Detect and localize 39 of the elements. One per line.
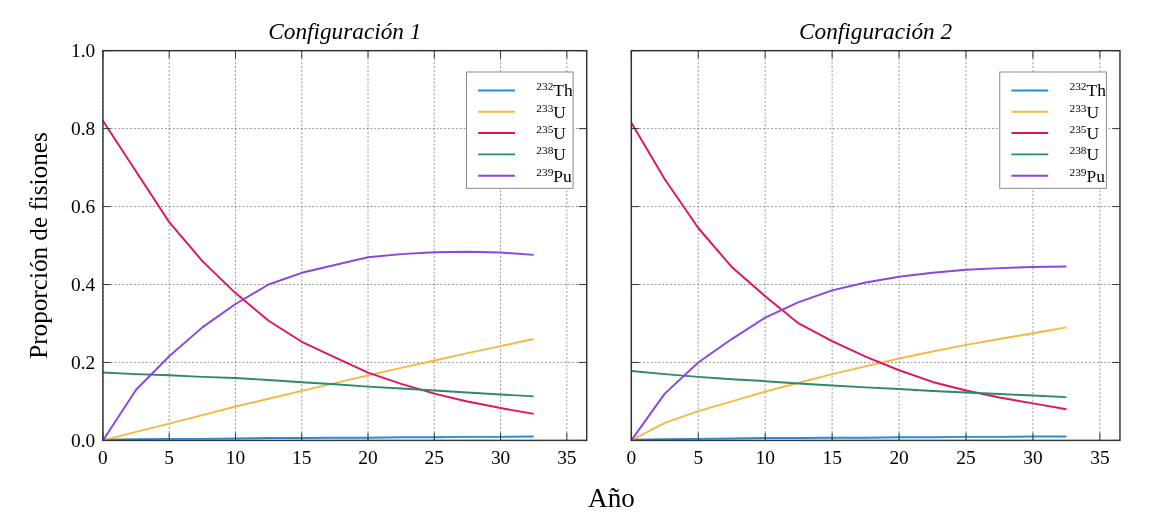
legend-label: $^{239}$Pu [536,165,573,186]
y-tick-label: 0.0 [70,430,96,452]
y-tick-label: 0.2 [70,352,96,374]
x-tick-label: 30 [490,446,511,468]
legend-label: $^{232}$Th [536,80,573,101]
x-tick-label: 15 [292,446,312,468]
chart-title: Configuración 2 [799,18,953,45]
legend-label: $^{238}$U [1069,144,1100,165]
x-axis-title: Año [588,483,635,514]
x-tick-label: 35 [557,446,577,468]
x-tick-label: 25 [424,446,444,468]
legend-label: $^{239}$Pu [1069,165,1106,186]
legend-label: $^{235}$U [1069,122,1100,143]
y-tick-label: 0.8 [70,118,96,140]
x-tick-label: 5 [693,446,704,468]
x-tick-label: 10 [225,446,246,468]
x-tick-label: 35 [1090,446,1110,468]
x-tick-label: 10 [755,446,775,468]
x-tick-label: 15 [822,446,842,468]
legend-label: $^{233}$U [1069,101,1100,122]
x-tick-label: 30 [1023,446,1043,468]
legend-label: $^{235}$U [536,122,567,143]
x-tick-label: 0 [98,446,108,468]
y-axis-title: Proporción de fisiones [24,132,52,359]
y-tick-label: 0.4 [70,274,96,296]
chart-title: Configuración 1 [268,18,422,45]
x-tick-label: 5 [164,446,175,468]
x-tick-label: 20 [889,446,909,468]
x-tick-label: 0 [626,446,637,468]
legend-label: $^{238}$U [536,144,567,165]
legend-label: $^{233}$U [536,101,567,122]
y-tick-label: 1.0 [70,40,96,62]
line-series [101,119,535,415]
y-tick-label: 0.6 [70,196,96,218]
line-series [101,371,535,398]
legend-label: $^{232}$Th [1069,80,1107,101]
line-series [101,250,535,442]
x-tick-label: 20 [358,446,378,468]
x-tick-label: 25 [956,446,976,468]
